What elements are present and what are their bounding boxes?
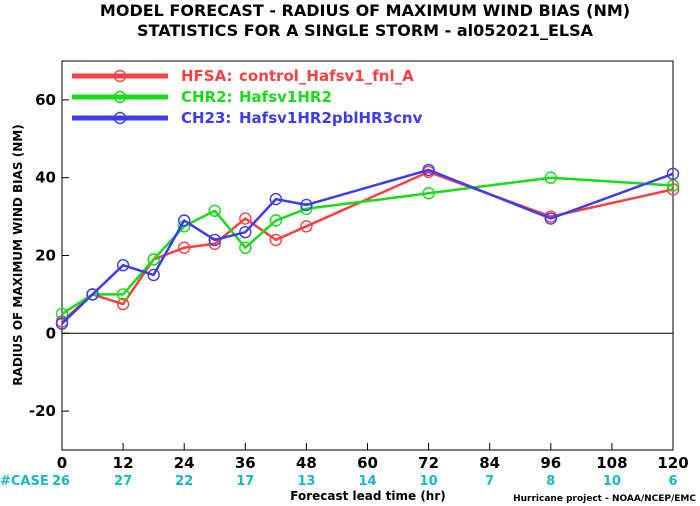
legend-marker (113, 111, 127, 125)
x-tick-label: 120 (657, 454, 688, 472)
case-count: 10 (420, 474, 438, 489)
legend-marker (113, 90, 127, 104)
legend-marker (113, 69, 127, 83)
data-point (55, 307, 69, 321)
data-point (239, 225, 252, 239)
legend-desc: Hafsv1HR2pblHR3cnv (239, 109, 423, 127)
case-count: 6 (668, 474, 677, 489)
axis-ticks: 0 12 24 36 48 60 72 84 96 108 120 -20 0 20 40 60 (29, 91, 689, 472)
data-point (300, 198, 313, 212)
data-point (55, 317, 69, 330)
series-line (61, 170, 674, 323)
data-point (422, 163, 435, 177)
case-count: 26 (52, 474, 70, 489)
case-count: 27 (114, 474, 132, 489)
series-hafsv1hr2 (55, 171, 680, 321)
legend-item: CHR2: Hafsv1HR2 (72, 88, 332, 106)
data-point (86, 288, 99, 301)
data-point (208, 233, 221, 247)
chart-title: MODEL FORECAST - RADIUS OF MAXIMUM WIND … (100, 1, 630, 20)
series-hafsv1hr2pblhr3cnv (55, 163, 680, 330)
data-point (300, 220, 313, 233)
x-tick-label: 48 (296, 454, 317, 472)
data-point (239, 212, 252, 225)
data-point (116, 259, 130, 272)
x-tick-label: 60 (357, 454, 378, 472)
legend-item: HFSA: control_Hafsv1_fnl_A (72, 67, 414, 85)
legend-desc: Hafsv1HR2 (239, 88, 332, 106)
series-line (61, 168, 674, 325)
data-point (544, 171, 557, 184)
data-point (147, 268, 160, 282)
data-point (300, 202, 313, 216)
x-tick-label: 36 (235, 454, 256, 472)
x-tick-label: 24 (174, 454, 195, 472)
case-count: 13 (297, 474, 315, 489)
legend-name: CH23: (181, 109, 231, 127)
data-point (239, 241, 252, 254)
data-point (666, 183, 680, 196)
y-tick-label: -20 (29, 402, 56, 420)
case-count: 14 (358, 474, 376, 489)
x-tick-label: 96 (540, 454, 561, 472)
data-point (666, 167, 680, 181)
x-tick-label: 0 (57, 454, 67, 472)
case-label: #CASE (0, 474, 49, 489)
y-axis-label: RADIUS OF MAXIMUM WIND BIAS (NM) (11, 124, 25, 385)
y-tick-label: 0 (46, 324, 56, 342)
legend-name: HFSA: (181, 67, 233, 85)
x-tick-label: 84 (479, 454, 500, 472)
case-count: 10 (603, 474, 621, 489)
legend-name: CHR2: (181, 88, 233, 106)
data-point (147, 253, 160, 266)
x-tick-label: 108 (596, 454, 627, 472)
x-axis-label: Forecast lead time (hr) (290, 489, 446, 503)
data-point (116, 288, 130, 301)
data-point (269, 214, 283, 227)
data-point (208, 237, 221, 251)
case-count: 8 (546, 474, 555, 489)
data-point (116, 297, 130, 311)
data-point (422, 187, 435, 200)
data-point (208, 204, 221, 217)
legend-desc: control_Hafsv1_fnl_A (239, 67, 414, 85)
chart-subtitle: STATISTICS FOR A SINGLE STORM - al052021… (137, 21, 594, 40)
data-point (177, 241, 191, 254)
x-tick-label: 12 (113, 454, 134, 472)
data-point (269, 192, 283, 206)
credit-text: Hurricane project - NOAA/NCEP/EMC (513, 494, 696, 504)
case-count: 17 (236, 474, 254, 489)
legend-item: CH23: Hafsv1HR2pblHR3cnv (72, 109, 423, 127)
y-tick-label: 40 (35, 169, 56, 187)
data-point (269, 233, 283, 247)
series-control-hafsv1-fnl-a (55, 165, 680, 328)
case-count: 22 (175, 474, 193, 489)
series-group (55, 163, 680, 330)
y-tick-label: 20 (35, 247, 56, 265)
x-tick-label: 72 (418, 454, 439, 472)
data-point (177, 214, 191, 227)
y-tick-label: 60 (35, 91, 56, 109)
data-point (544, 212, 557, 225)
case-counts: 26 27 22 17 13 14 10 7 8 10 6 (52, 474, 678, 489)
case-count: 7 (485, 474, 494, 489)
